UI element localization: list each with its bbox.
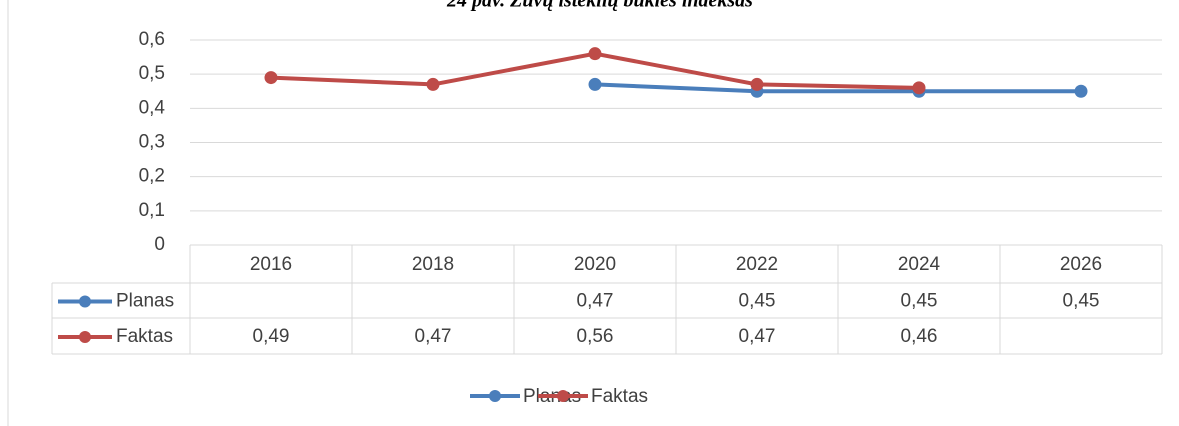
data-point xyxy=(588,77,602,91)
legend-label: Faktas xyxy=(591,386,648,407)
data-point xyxy=(750,77,764,91)
x-tick-label: 2018 xyxy=(412,254,454,275)
table-legend-marker xyxy=(79,295,91,308)
table-legend-marker xyxy=(79,331,91,343)
legend-marker xyxy=(557,390,569,402)
x-tick-label: 2020 xyxy=(574,254,616,275)
data-point xyxy=(588,47,602,61)
table-value: 0,47 xyxy=(577,291,614,312)
table-value: 0,47 xyxy=(415,326,452,347)
table-value: 0,56 xyxy=(577,326,614,347)
x-tick-label: 2026 xyxy=(1060,254,1102,275)
x-tick-label: 2016 xyxy=(250,254,292,275)
table-value: 0,49 xyxy=(253,326,290,347)
chart-title: 24 pav. Žuvų išteklių būklės indeksas xyxy=(446,0,753,12)
y-tick-label: 0,6 xyxy=(139,29,165,50)
x-tick-label: 2022 xyxy=(736,254,778,275)
legend-marker xyxy=(489,390,501,402)
table-value: 0,47 xyxy=(739,326,776,347)
table-row-label: Planas xyxy=(116,291,174,312)
y-tick-label: 0,2 xyxy=(139,166,165,187)
y-tick-label: 0 xyxy=(154,234,165,255)
y-tick-label: 0,1 xyxy=(139,200,165,221)
data-point xyxy=(912,81,926,95)
y-tick-label: 0,5 xyxy=(139,63,165,84)
y-tick-label: 0,3 xyxy=(139,132,165,153)
data-point xyxy=(426,77,440,91)
data-point xyxy=(1074,84,1088,98)
x-tick-label: 2024 xyxy=(898,254,941,275)
y-tick-label: 0,4 xyxy=(139,97,166,118)
table-value: 0,45 xyxy=(901,291,938,312)
table-value: 0,45 xyxy=(739,291,776,312)
table-row-label: Faktas xyxy=(116,326,173,347)
table-value: 0,45 xyxy=(1063,291,1100,312)
data-point xyxy=(264,71,278,85)
table-value: 0,46 xyxy=(901,326,938,347)
series-line xyxy=(594,82,1081,94)
